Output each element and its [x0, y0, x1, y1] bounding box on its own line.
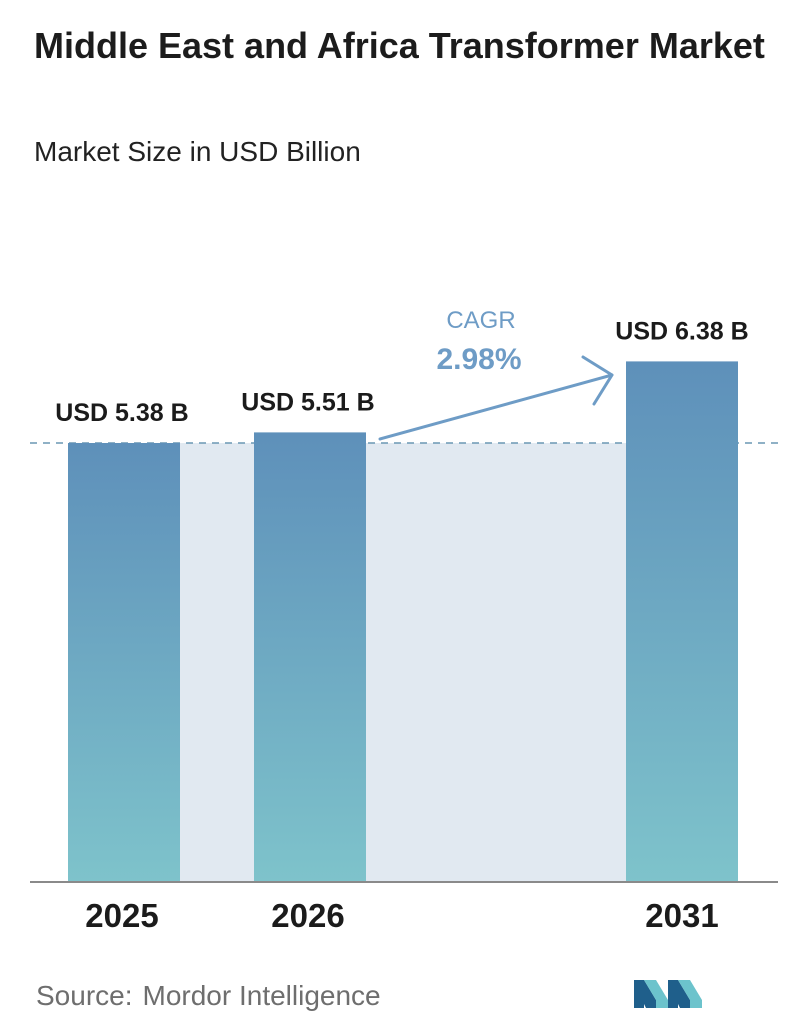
chart-title: Middle East and Africa Transformer Marke… [34, 25, 765, 66]
cagr-arrow-head [581, 355, 614, 406]
bar-2025 [68, 443, 180, 882]
bar-chart: USD 5.38 B 2025 USD 5.51 B 2026 USD 6.38 B 20… [30, 307, 778, 934]
value-label-2025: USD 5.38 B [55, 399, 188, 427]
cagr-value: 2.98% [436, 343, 521, 376]
value-label-2031: USD 6.38 B [615, 317, 748, 345]
x-tick-label-2026: 2026 [271, 897, 344, 934]
bar-2026 [254, 432, 366, 882]
value-label-2026: USD 5.51 B [241, 388, 374, 416]
mordor-intelligence-logo [634, 980, 702, 1008]
chart-subtitle: Market Size in USD Billion [34, 136, 361, 167]
cagr-arrow-shaft [378, 373, 614, 441]
cagr-label: CAGR [446, 307, 515, 334]
source-note: Source: Mordor Intelligence [36, 978, 381, 1014]
x-tick-label-2025: 2025 [85, 897, 158, 934]
source-name: Mordor Intelligence [142, 980, 381, 1011]
bar-2031 [626, 361, 738, 882]
x-tick-label-2031: 2031 [645, 897, 718, 934]
source-label: Source: [36, 980, 133, 1011]
